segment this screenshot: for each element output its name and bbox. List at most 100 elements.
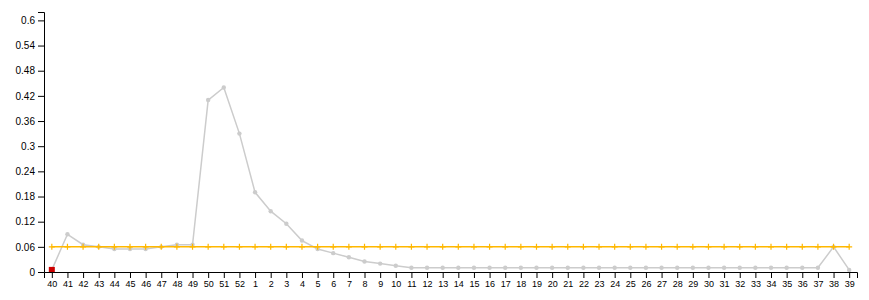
marker: [690, 244, 696, 250]
x-tick-mark: [443, 272, 444, 278]
marker: [378, 261, 382, 265]
marker: [393, 244, 399, 250]
x-tick-label: 7: [347, 279, 352, 289]
line: [52, 246, 849, 248]
marker: [64, 244, 70, 250]
x-tick-mark: [146, 272, 147, 278]
x-tick-mark: [834, 272, 835, 278]
plot: 4041424344454647484950515212345678910111…: [16, 13, 858, 290]
x-tick-label: 22: [579, 279, 589, 289]
marker: [315, 244, 321, 250]
x-tick-label: 2: [269, 279, 274, 289]
x-tick-mark: [693, 272, 694, 278]
x-tick-mark: [677, 272, 678, 278]
x-tick-label: 8: [363, 279, 368, 289]
marker: [644, 266, 648, 270]
x-tick: 38: [829, 272, 839, 289]
x-tick-label: 26: [641, 279, 651, 289]
x-tick-label: 12: [423, 279, 433, 289]
x-tick: 14: [454, 272, 464, 289]
x-tick: 17: [501, 272, 511, 289]
marker: [518, 244, 524, 250]
marker: [831, 245, 835, 249]
x-tick-label: 52: [235, 279, 245, 289]
marker: [550, 266, 554, 270]
x-tick-mark: [568, 272, 569, 278]
x-tick: 48: [172, 272, 182, 289]
x-tick: 19: [532, 272, 542, 289]
marker: [49, 267, 55, 272]
y-tick-mark: [38, 71, 44, 72]
marker: [346, 244, 352, 250]
marker: [50, 268, 54, 272]
x-tick-label: 11: [407, 279, 416, 289]
x-tick: 26: [641, 272, 651, 289]
x-axis: 4041424344454647484950515212345678910111…: [45, 272, 858, 289]
marker: [737, 244, 743, 250]
x-tick-mark: [193, 272, 194, 278]
marker: [362, 259, 366, 263]
y-tick-mark: [38, 146, 44, 147]
marker: [222, 85, 226, 89]
x-tick: 13: [438, 272, 448, 289]
marker: [612, 266, 616, 270]
x-tick: 45: [125, 272, 135, 289]
marker: [753, 266, 757, 270]
marker: [158, 244, 164, 250]
x-tick-label: 6: [331, 279, 336, 289]
x-tick-mark: [177, 272, 178, 278]
marker: [502, 244, 508, 250]
y-tick-label: 0.3: [21, 141, 35, 152]
y-tick: 0.24: [16, 166, 44, 177]
x-tick-mark: [740, 272, 741, 278]
x-tick-label: 47: [157, 279, 167, 289]
x-tick: 22: [579, 272, 589, 289]
x-tick: 29: [688, 272, 698, 289]
marker: [425, 266, 429, 270]
y-tick-mark: [38, 171, 44, 172]
x-tick: 23: [595, 272, 605, 289]
x-tick: 20: [548, 272, 558, 289]
marker: [253, 190, 257, 194]
marker: [706, 266, 710, 270]
x-tick: 1: [253, 272, 258, 289]
x-tick: 6: [331, 272, 336, 289]
y-tick-mark: [38, 96, 44, 97]
marker: [269, 209, 273, 213]
marker: [143, 244, 149, 250]
x-tick-label: 30: [704, 279, 714, 289]
x-tick: 36: [798, 272, 808, 289]
x-tick-label: 27: [657, 279, 667, 289]
x-tick: 3: [284, 272, 289, 289]
series: [49, 244, 852, 250]
x-tick: 34: [767, 272, 777, 289]
marker: [784, 244, 790, 250]
x-tick-mark: [52, 272, 53, 278]
x-tick-mark: [83, 272, 84, 278]
x-tick: 2: [269, 272, 274, 289]
x-tick-mark: [490, 272, 491, 278]
x-tick: 33: [751, 272, 761, 289]
series: [49, 267, 55, 272]
x-tick-mark: [787, 272, 788, 278]
marker: [675, 266, 679, 270]
marker: [205, 244, 211, 250]
x-tick-label: 5: [316, 279, 321, 289]
x-tick: 41: [63, 272, 73, 289]
marker: [65, 232, 69, 236]
x-tick-label: 32: [735, 279, 745, 289]
y-tick-mark: [38, 247, 44, 248]
marker: [49, 244, 55, 250]
marker: [519, 266, 523, 270]
x-tick-mark: [286, 272, 287, 278]
x-tick-label: 18: [516, 279, 526, 289]
x-tick-mark: [114, 272, 115, 278]
x-tick-label: 41: [63, 279, 73, 289]
marker: [533, 244, 539, 250]
x-tick-label: 49: [188, 279, 198, 289]
x-tick-label: 4: [300, 279, 305, 289]
x-tick-mark: [224, 272, 225, 278]
y-tick: 0.42: [16, 91, 44, 102]
y-tick-mark: [38, 272, 44, 273]
y-tick: 0.3: [21, 141, 44, 152]
